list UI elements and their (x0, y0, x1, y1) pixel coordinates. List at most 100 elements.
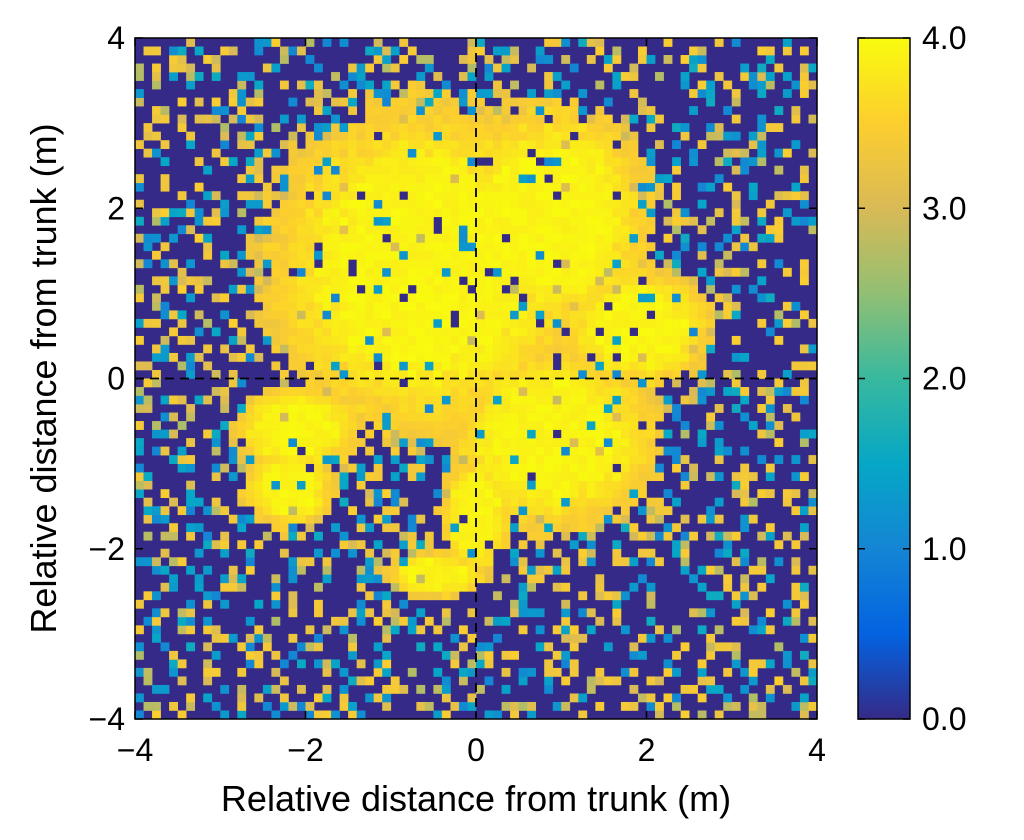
heatmap-cell (510, 55, 519, 64)
heatmap-cell (501, 293, 511, 303)
heatmap-cell (296, 429, 306, 439)
heatmap-cell (433, 182, 443, 192)
heatmap-cell (518, 174, 528, 184)
heatmap-cell (458, 242, 468, 252)
heatmap-cell (458, 131, 468, 141)
heatmap-cell (382, 242, 392, 252)
heatmap-cell (484, 531, 494, 541)
heatmap-cell (518, 701, 528, 711)
heatmap-cell (450, 404, 460, 413)
heatmap-cell (237, 335, 247, 345)
heatmap-cell (510, 429, 519, 439)
heatmap-cell (339, 497, 349, 507)
heatmap-cell (569, 395, 579, 405)
heatmap-cell (339, 199, 349, 209)
heatmap-cell (740, 165, 750, 175)
heatmap-cell (279, 506, 289, 516)
heatmap-cell (450, 582, 460, 592)
heatmap-cell (152, 318, 161, 328)
heatmap-cell (655, 114, 664, 124)
heatmap-cell (595, 574, 605, 584)
heatmap-cell (467, 633, 477, 643)
heatmap-cell (586, 250, 596, 260)
heatmap-cell (484, 199, 494, 209)
heatmap-cell (765, 421, 775, 430)
heatmap-cell (365, 574, 375, 584)
heatmap-cell (152, 616, 161, 626)
heatmap-cell (135, 642, 144, 652)
heatmap-cell (331, 242, 340, 252)
heatmap-cell (586, 608, 596, 618)
heatmap-cell (510, 455, 519, 464)
heatmap-cell (143, 616, 153, 626)
heatmap-cell (552, 438, 562, 447)
heatmap-cell (416, 191, 426, 201)
heatmap-cell (740, 233, 750, 243)
heatmap-cell (467, 523, 477, 533)
heatmap-cell (603, 182, 613, 192)
heatmap-cell (237, 693, 247, 703)
heatmap-cell (237, 89, 247, 98)
heatmap-cell (663, 429, 673, 439)
heatmap-cell (271, 191, 281, 201)
heatmap-cell (663, 659, 673, 669)
heatmap-cell (254, 650, 264, 660)
heatmap-cell (186, 693, 196, 703)
heatmap-cell (544, 667, 554, 677)
heatmap-cell (552, 157, 562, 167)
heatmap-cell (220, 131, 230, 141)
heatmap-cell (271, 344, 281, 354)
heatmap-cell (271, 710, 281, 720)
heatmap-cell (782, 599, 792, 609)
heatmap-cell (672, 446, 681, 456)
heatmap-cell (305, 395, 315, 405)
heatmap-cell (740, 557, 750, 567)
heatmap-cell (288, 148, 298, 158)
heatmap-cell (262, 642, 272, 652)
heatmap-cell (595, 174, 605, 184)
heatmap-cell (458, 97, 468, 107)
heatmap-cell (262, 633, 272, 643)
heatmap-cell (211, 540, 221, 550)
heatmap-cell (569, 293, 579, 303)
heatmap-cell (586, 233, 596, 243)
heatmap-cell (603, 352, 613, 362)
heatmap-cell (578, 352, 588, 362)
heatmap-cell (220, 259, 230, 269)
heatmap-cell (476, 404, 485, 413)
heatmap-cell (390, 46, 400, 56)
heatmap-cell (382, 548, 392, 558)
heatmap-cell (484, 335, 494, 345)
heatmap-cell (382, 293, 392, 303)
heatmap-cell (399, 89, 409, 98)
heatmap-cell (348, 106, 358, 115)
heatmap-cell (450, 276, 460, 286)
heatmap-cell (169, 455, 178, 464)
heatmap-cell (245, 114, 255, 124)
heatmap-cell (620, 421, 630, 430)
heatmap-cell (143, 497, 153, 507)
heatmap-cell (288, 301, 298, 311)
heatmap-cell (322, 395, 332, 405)
heatmap-cell (535, 531, 545, 541)
heatmap-cell (612, 412, 622, 422)
heatmap-cell (279, 284, 289, 294)
heatmap-cell (663, 318, 673, 328)
heatmap-cell (620, 395, 630, 405)
heatmap-cell (603, 199, 613, 209)
heatmap-cell (586, 284, 596, 294)
heatmap-cell (620, 140, 630, 150)
heatmap-cell (407, 540, 417, 550)
heatmap-cell (211, 148, 221, 158)
heatmap-cell (458, 191, 468, 201)
heatmap-cell (271, 335, 281, 345)
heatmap-cell (637, 327, 647, 337)
heatmap-cell (143, 46, 153, 56)
heatmap-cell (194, 395, 204, 405)
heatmap-cell (544, 438, 554, 447)
heatmap-cell (296, 642, 306, 652)
heatmap-cell (663, 531, 673, 541)
heatmap-cell (399, 574, 409, 584)
heatmap-cell (544, 344, 554, 354)
heatmap-cell (799, 506, 809, 516)
